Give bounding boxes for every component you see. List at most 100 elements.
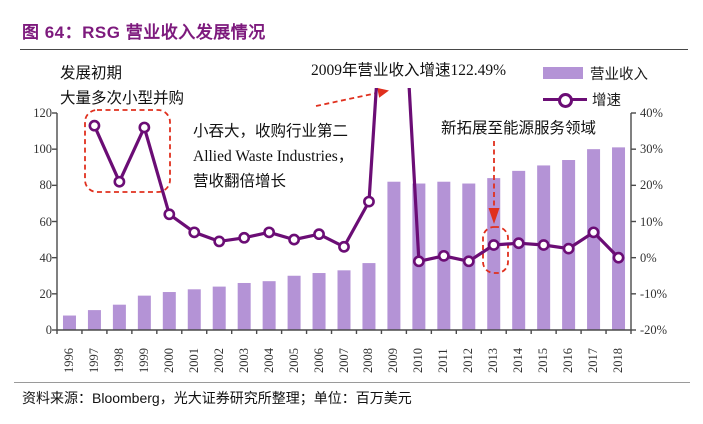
growth-point: [163, 208, 176, 221]
left-axis-tick-label: 0: [45, 323, 52, 337]
x-axis-label: 2002: [211, 348, 226, 373]
growth-point: [313, 228, 325, 241]
growth-marker-icon: [558, 92, 573, 108]
growth-point: [138, 121, 151, 134]
growth-point: [263, 226, 276, 239]
left-axis-tick-label: 40: [39, 250, 53, 265]
x-axis-label: 2016: [561, 348, 576, 373]
x-axis-label: 2017: [586, 348, 601, 373]
source-label: 资料来源：: [22, 392, 92, 407]
left-axis-tick-label: 20: [39, 286, 53, 301]
growth-point: [288, 233, 300, 246]
annotation-early-line1: 发展初期: [60, 65, 123, 82]
revenue-bar: [487, 178, 501, 330]
right-axis-tick-label: 0%: [640, 250, 657, 265]
revenue-bar: [212, 286, 226, 330]
growth-point: [512, 237, 525, 250]
annotation-acq-line2: Allied Waste Industries，: [193, 148, 354, 165]
growth-line: [92, 88, 620, 264]
growth-point: [113, 175, 126, 188]
revenue-bar: [587, 149, 601, 330]
x-axis-label: 1996: [61, 348, 76, 373]
growth-point: [338, 240, 350, 253]
growth-point: [612, 251, 625, 264]
revenue-bar: [312, 273, 326, 330]
figure-title: 图 64：RSG 营业收入发展情况: [22, 23, 266, 42]
spike-arrow-shaft: [315, 92, 378, 107]
x-axis-label: 2007: [336, 348, 351, 373]
left-axis-tick-label: 60: [39, 214, 53, 229]
revenue-bar: [387, 181, 401, 330]
x-axis-label: 2005: [286, 348, 301, 373]
energy-arrowhead-icon: [488, 208, 500, 224]
x-axis-label: 2009: [386, 348, 401, 373]
revenue-bar: [162, 292, 176, 330]
right-axis-tick-label: 20%: [640, 178, 663, 193]
x-axis-label: 2000: [161, 348, 176, 373]
revenue-bar: [112, 304, 126, 330]
x-axis-label: 2006: [311, 348, 326, 373]
legend-row-growth: 增速: [543, 86, 648, 112]
growth-point: [462, 255, 475, 268]
revenue-bar: [237, 282, 251, 330]
early-mna-highlight-box: [84, 109, 171, 193]
annotation-early-development: 发展初期 大量多次小型并购: [60, 61, 184, 111]
annotation-acq-line1: 小吞大，收购行业第二: [193, 123, 349, 140]
revenue-bar: [612, 147, 626, 330]
left-axis-tick-label: 80: [39, 178, 53, 193]
energy-highlight-box: [482, 226, 509, 274]
growth-point: [363, 195, 375, 208]
x-axis-label: 2001: [186, 348, 201, 373]
revenue-bar: [137, 295, 151, 330]
annotation-early-line2: 大量多次小型并购: [60, 90, 185, 107]
growth-legend-label: 增速: [592, 92, 621, 109]
growth-point: [562, 242, 575, 255]
revenue-bar: [262, 281, 276, 330]
revenue-bar: [87, 310, 101, 330]
title-divider: [20, 49, 688, 50]
revenue-bar: [362, 263, 376, 330]
annotation-acquisition: 小吞大，收购行业第二 Allied Waste Industries， 营收翻倍…: [193, 119, 353, 194]
annotation-acq-line3: 营收翻倍增长: [193, 173, 287, 190]
x-axis-label: 2011: [436, 348, 451, 373]
revenue-legend-label: 营业收入: [590, 66, 648, 83]
growth-point: [437, 249, 450, 262]
revenue-bar: [337, 270, 351, 330]
right-axis-tick-label: -10%: [640, 286, 668, 301]
x-axis-label: 2012: [461, 348, 476, 373]
x-axis-label: 2018: [611, 348, 626, 373]
x-axis-label: 2014: [511, 348, 526, 373]
source-rest: ，光大证券研究所整理；单位：百万美元: [159, 392, 412, 407]
annotation-2009-spike: 2009年营业收入增速122.49%: [311, 62, 507, 79]
right-axis-tick-label: 10%: [640, 214, 663, 229]
source-vendor: Bloomberg: [92, 390, 160, 406]
left-axis-tick-label: 100: [33, 142, 52, 157]
x-axis-label: 2013: [486, 348, 501, 373]
growth-point: [412, 255, 425, 268]
revenue-bar: [62, 315, 76, 330]
x-axis-label: 2008: [361, 348, 376, 373]
growth-swatch-icon: [543, 92, 587, 108]
x-axis-label: 2015: [536, 348, 551, 373]
growth-point: [537, 239, 550, 251]
growth-point: [188, 226, 201, 239]
right-axis-tick-label: 40%: [640, 106, 663, 120]
chart-legend: 营业收入 增速: [543, 60, 648, 112]
revenue-swatch-icon: [543, 67, 583, 79]
revenue-bar: [187, 289, 201, 330]
source-note: 资料来源：Bloomberg，光大证券研究所整理；单位：百万美元: [22, 388, 412, 408]
x-axis-label: 1997: [86, 348, 101, 373]
annotation-energy-services: 新拓展至能源服务领域: [441, 120, 597, 137]
growth-point: [88, 119, 101, 132]
revenue-bar: [287, 275, 301, 330]
x-axis-label: 2010: [411, 348, 426, 373]
right-axis-tick-label: 30%: [640, 142, 663, 157]
right-axis-tick-label: -20%: [640, 323, 668, 337]
growth-point: [238, 231, 251, 244]
left-axis-tick-label: 120: [33, 106, 52, 120]
growth-point: [213, 235, 226, 248]
x-axis-label: 2004: [261, 348, 276, 373]
spike-arrowhead-icon: [377, 87, 389, 98]
